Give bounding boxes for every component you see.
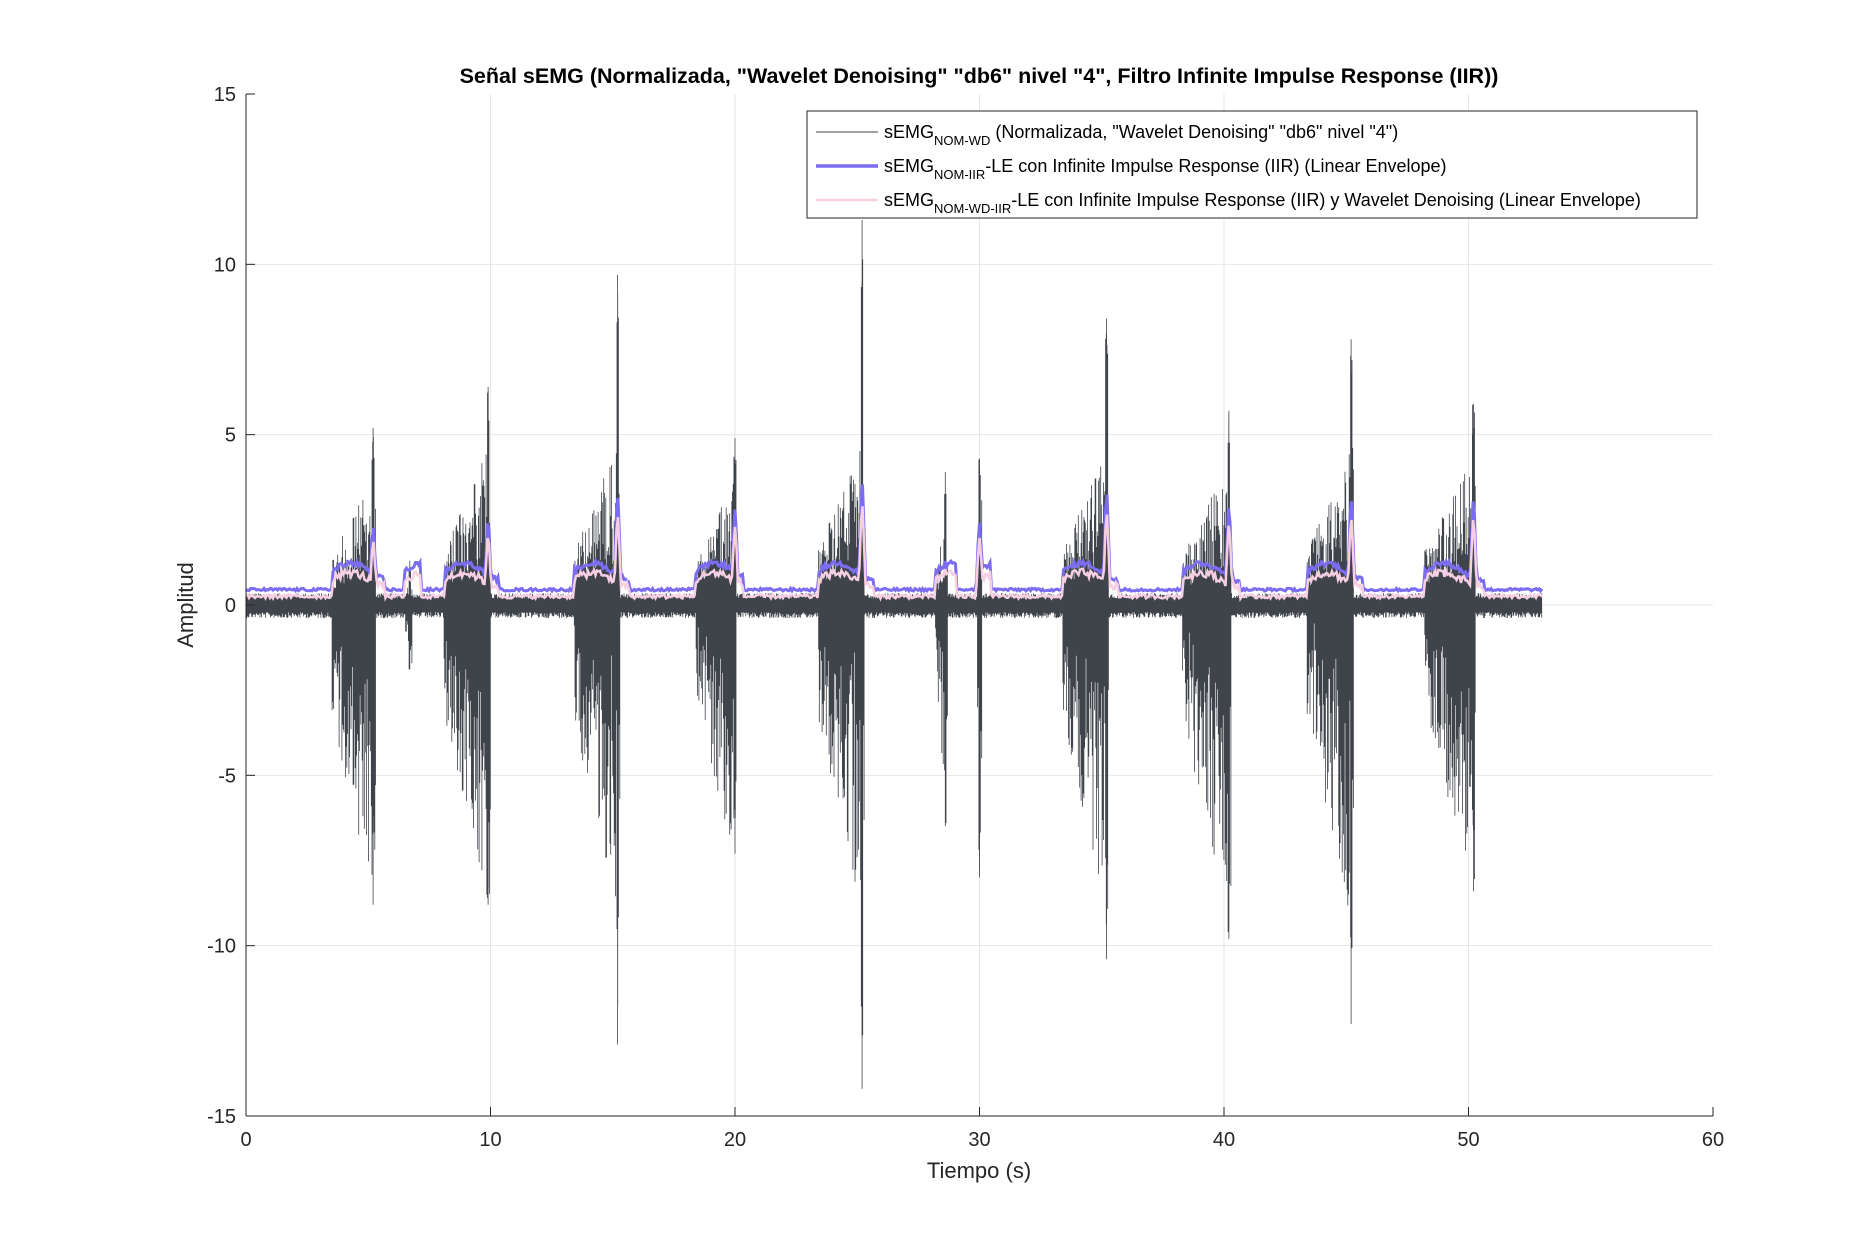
legend-entry: sEMGNOM-IIR-LE con Infinite Impulse Resp… [884, 156, 1447, 182]
x-tick-label: 60 [1702, 1129, 1724, 1151]
y-tick-label: -15 [207, 1106, 236, 1128]
x-tick-label: 50 [1457, 1129, 1479, 1151]
legend: sEMGNOM-WD (Normalizada, "Wavelet Denois… [806, 110, 1698, 219]
legend-entry: sEMGNOM-WD (Normalizada, "Wavelet Denois… [884, 122, 1398, 148]
legend-box [806, 110, 1698, 219]
x-tick-label: 0 [240, 1129, 251, 1151]
y-axis-label: Amplitud [173, 562, 198, 648]
y-tick-label: 5 [225, 425, 236, 447]
series-wd-iir-envelope [245, 506, 1544, 602]
x-tick-label: 10 [479, 1129, 501, 1151]
y-tick-label: -10 [207, 936, 236, 958]
y-tick-label: -5 [218, 765, 236, 787]
y-tick-label: 15 [214, 84, 236, 106]
series-iir-envelope [245, 484, 1544, 594]
y-tick-label: 0 [225, 595, 236, 617]
x-tick-label: 40 [1213, 1129, 1235, 1151]
x-tick-label: 20 [724, 1129, 746, 1151]
legend-entry: sEMGNOM-WD-IIR-LE con Infinite Impulse R… [884, 190, 1641, 216]
chart-title: Señal sEMG (Normalizada, "Wavelet Denois… [460, 64, 1499, 88]
y-tick-label: 10 [214, 254, 236, 276]
x-tick-label: 30 [968, 1129, 990, 1151]
ticks: 0 10 20 30 40 50 60 -15 -10 -5 0 5 10 15 [207, 84, 1724, 1151]
signal-layer [245, 220, 1544, 1089]
x-axis-label: Tiempo (s) [927, 1158, 1031, 1183]
